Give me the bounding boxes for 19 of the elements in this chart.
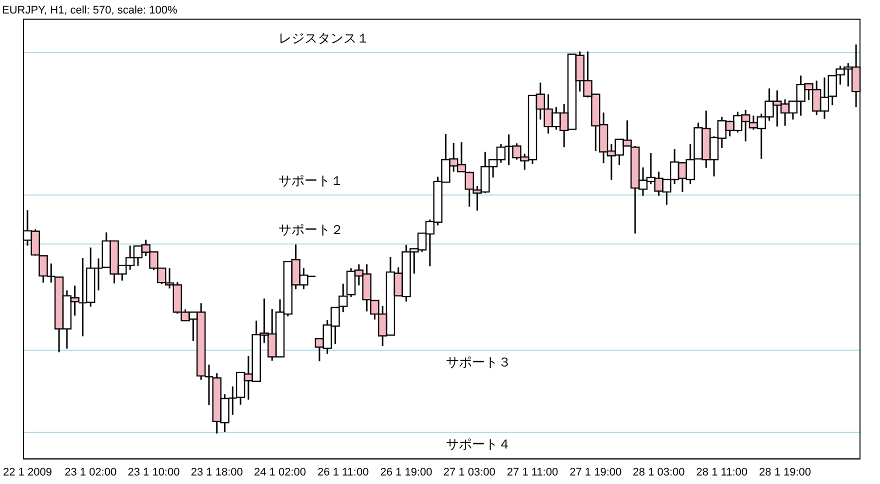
x-tick-label: 23 1 02:00	[64, 466, 117, 478]
x-tick-label: 26 1 11:00	[318, 466, 369, 478]
x-tick-label: 27 1 03:00	[443, 466, 496, 478]
x-tick-label: 23 1 10:00	[128, 466, 180, 478]
x-tick-label: 22 1 2009	[3, 466, 52, 478]
x-tick-label: 28 1 03:00	[632, 466, 685, 478]
ref-line-label: サポート２	[278, 222, 344, 238]
x-tick-label: 24 1 02:00	[254, 466, 306, 478]
ref-line-label: サポート３	[446, 354, 511, 370]
x-tick-label: 28 1 11:00	[696, 466, 748, 478]
x-tick-label: 27 1 11:00	[506, 466, 558, 478]
x-tick-label: 28 1 19:00	[759, 466, 812, 478]
ref-line-label: サポート１	[278, 173, 344, 188]
x-tick-label: 26 1 19:00	[380, 466, 432, 478]
x-tick-label: 27 1 19:00	[570, 466, 622, 478]
chart-title: EURJPY, H1, cell: 570, scale: 100%	[2, 4, 178, 17]
ref-line-label: サポート４	[446, 436, 511, 452]
ref-line-label: レジスタンス１	[278, 30, 370, 46]
x-tick-label: 23 1 18:00	[190, 466, 243, 478]
